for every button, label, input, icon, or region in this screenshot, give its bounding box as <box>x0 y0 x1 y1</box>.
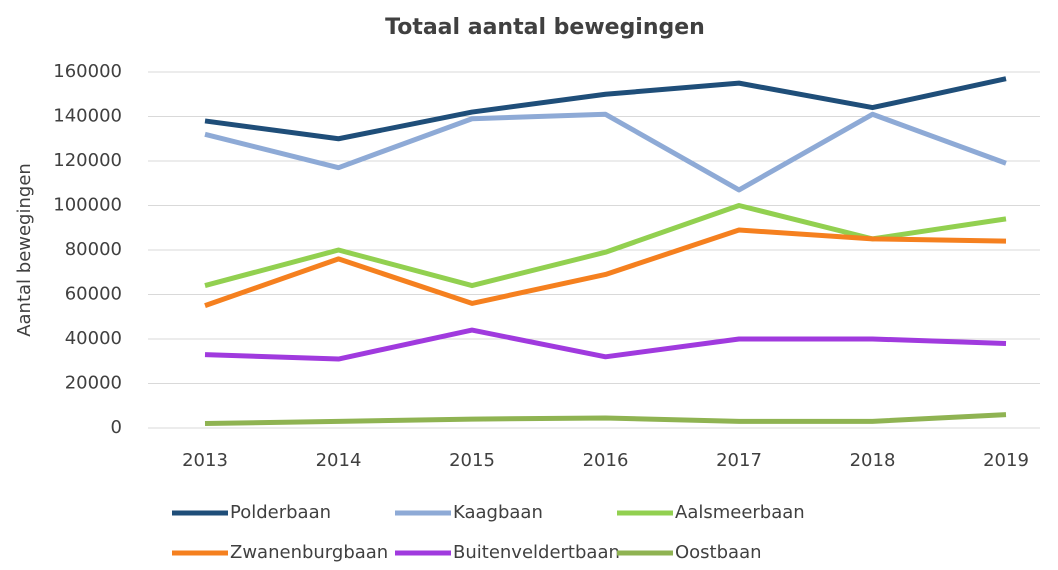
x-tick-label: 2013 <box>182 450 228 471</box>
y-tick-label: 60000 <box>65 284 122 305</box>
x-tick-label: 2015 <box>449 450 495 471</box>
x-tick-label: 2017 <box>716 450 762 471</box>
y-tick-label: 0 <box>111 417 122 438</box>
chart-title: Totaal aantal bewegingen <box>385 15 705 40</box>
y-tick-label: 160000 <box>53 61 122 82</box>
series-line <box>204 227 1007 308</box>
x-tick-label: 2016 <box>583 450 629 471</box>
y-tick-label: 80000 <box>65 239 122 260</box>
y-tick-label: 140000 <box>53 106 122 127</box>
y-axis-label: Aantal bewegingen <box>14 163 35 337</box>
y-tick-label: 20000 <box>65 373 122 394</box>
y-tick-label: 120000 <box>53 150 122 171</box>
series-line <box>204 327 1007 362</box>
x-tick-label: 2018 <box>850 450 896 471</box>
x-tick-label: 2019 <box>983 450 1029 471</box>
legend-label: Buitenveldertbaan <box>453 542 620 563</box>
series-line <box>204 111 1007 193</box>
legend-label: Zwanenburgbaan <box>230 542 388 563</box>
legend-label: Polderbaan <box>230 502 331 523</box>
series-line <box>204 76 1007 142</box>
series-line <box>204 412 1007 427</box>
x-tick-label: 2014 <box>316 450 362 471</box>
legend-label: Oostbaan <box>675 542 762 563</box>
y-tick-label: 100000 <box>53 195 122 216</box>
legend-label: Kaagbaan <box>453 502 543 523</box>
y-tick-label: 40000 <box>65 328 122 349</box>
legend-label: Aalsmeerbaan <box>675 502 805 523</box>
